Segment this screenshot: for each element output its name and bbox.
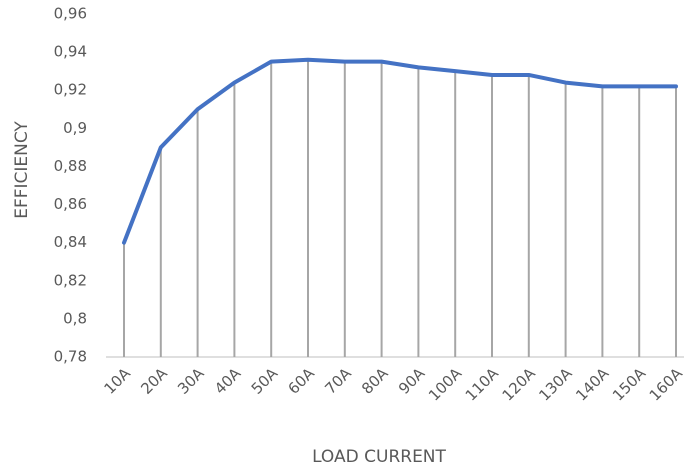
y-tick-label: 0,86 [54, 195, 87, 213]
x-tick-label: 100A [425, 364, 466, 405]
x-tick-label: 70A [321, 364, 355, 398]
y-tick-label: 0,84 [54, 233, 87, 251]
y-tick-label: 0,78 [54, 348, 87, 366]
y-tick-label: 0,8 [63, 309, 87, 327]
y-axis-label: EFFICIENCY [12, 121, 32, 219]
y-tick-label: 0,9 [63, 119, 87, 137]
y-tick-label: 0,88 [54, 157, 87, 175]
x-tick-label: 110A [462, 364, 503, 405]
x-tick-label: 30A [174, 364, 208, 398]
x-tick-label: 150A [609, 364, 650, 405]
x-tick-label: 20A [137, 364, 171, 398]
y-tick-label: 0,96 [54, 5, 87, 23]
x-tick-label: 90A [395, 364, 429, 398]
x-axis-label: LOAD CURRENT [312, 447, 446, 467]
y-tick-label: 0,82 [54, 271, 87, 289]
series-line [122, 57, 678, 245]
x-tick-label: 60A [285, 364, 319, 398]
x-tick-label: 50A [248, 364, 282, 398]
x-tick-label: 10A [101, 364, 135, 398]
x-tick-label: 40A [211, 364, 245, 398]
x-tick-label: 80A [358, 364, 392, 398]
x-tick-label: 130A [535, 364, 576, 405]
x-tick-label: 120A [499, 364, 540, 405]
x-tick-label: 160A [646, 364, 684, 405]
y-tick-label: 0,92 [54, 81, 87, 99]
y-tick-label: 0,94 [54, 43, 87, 61]
x-tick-label: 140A [572, 364, 613, 405]
